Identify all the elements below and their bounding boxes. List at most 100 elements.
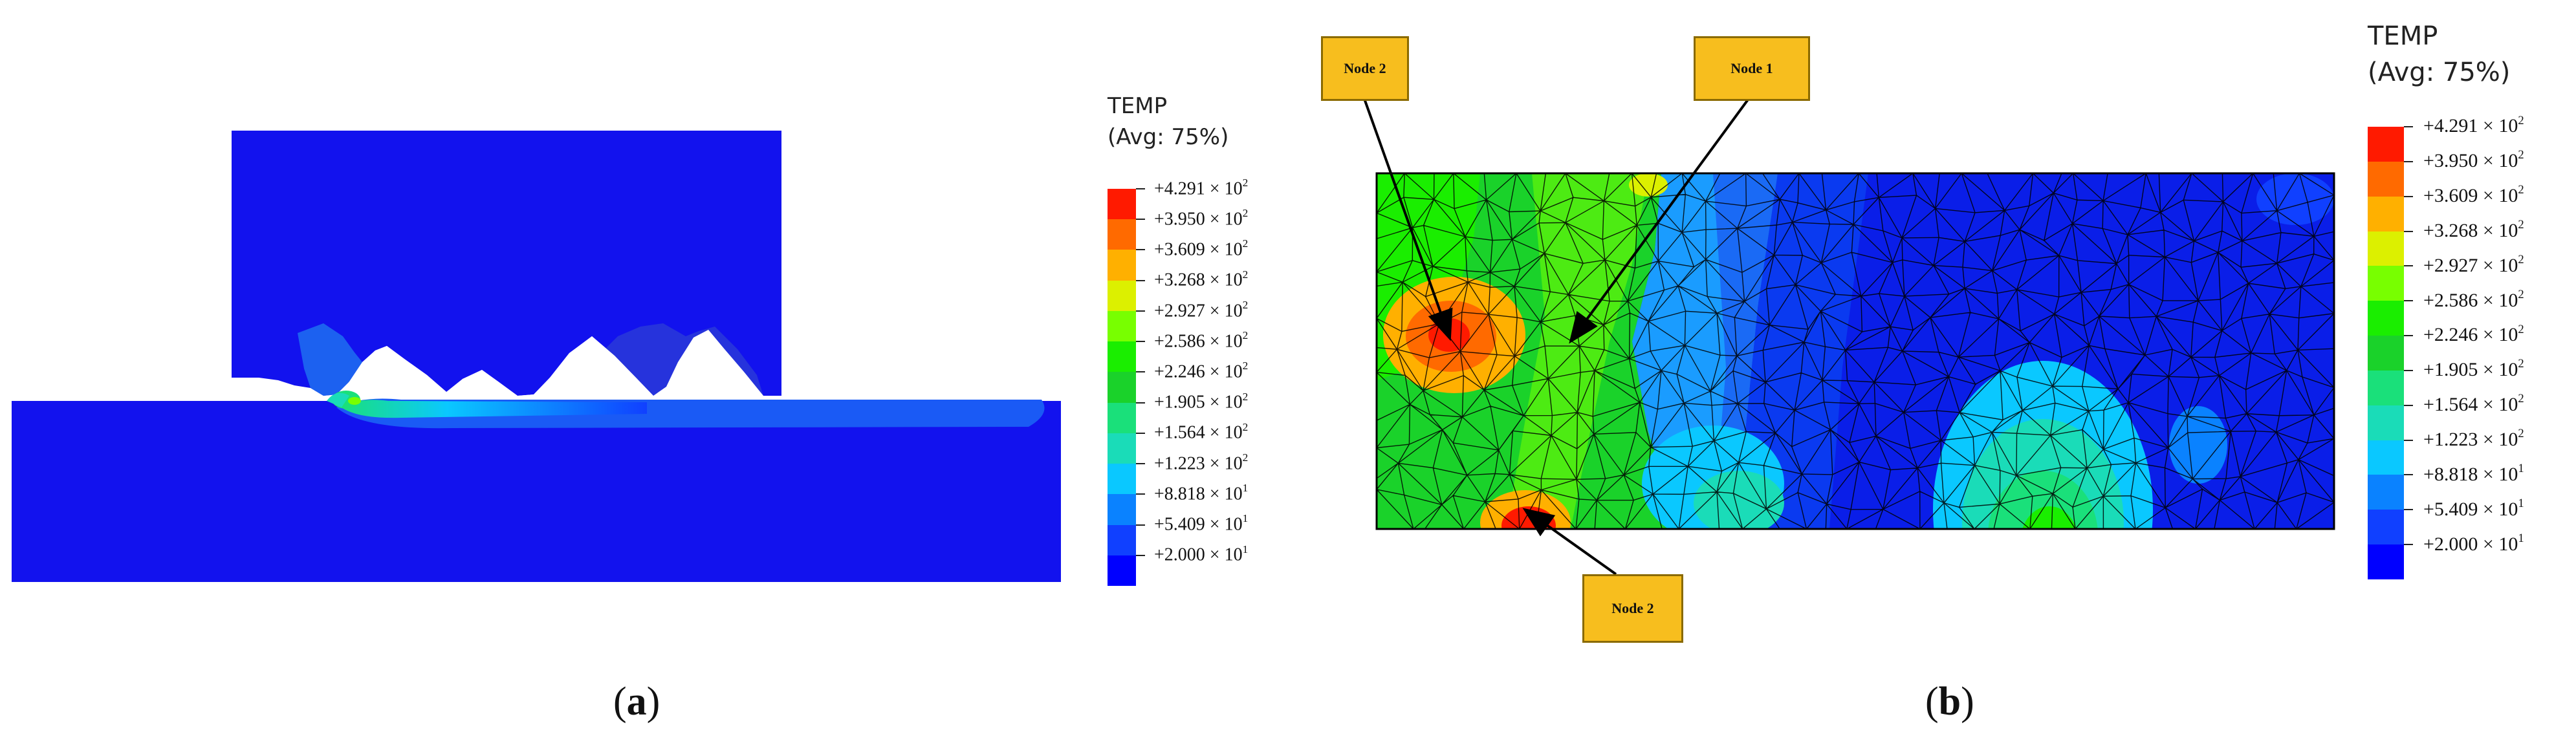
legend-tick-label: +3.609 × 102 — [2423, 183, 2524, 207]
legend-tick-exponent: 1 — [1242, 512, 1249, 525]
legend-b-ticks: +4.291 × 102 +3.950 × 102 +3.609 × 102 +3.2… — [2368, 0, 2576, 621]
legend-tick-label: +5.409 × 101 — [1154, 512, 1249, 535]
legend-tick-label: +2.246 × 102 — [2423, 323, 2524, 346]
legend-tick-line — [2404, 160, 2413, 162]
legend-tick-exponent: 2 — [1242, 420, 1249, 433]
legend-b-colorbar — [2368, 127, 2404, 580]
legend-b: TEMP (Avg: 75%) +4.291 × 102 +3.950 × 102… — [2368, 0, 2576, 621]
legend-swatch — [1108, 341, 1136, 372]
legend-tick-label: +3.268 × 102 — [1154, 268, 1249, 290]
legend-tick-line — [1136, 432, 1145, 434]
legend-tick-line — [2404, 265, 2413, 267]
legend-tick-line — [2404, 474, 2413, 476]
legend-swatch — [1108, 280, 1136, 312]
legend-tick-exponent: 1 — [2518, 531, 2524, 545]
legend-a-ticks: +4.291 × 102 +3.950 × 102 +3.609 × 102 +3.2… — [1108, 0, 1302, 621]
legend-tick-mantissa: +2.586 × 10 — [2423, 289, 2518, 311]
legend-tick-exponent: 2 — [1242, 237, 1249, 250]
legend-tick-mantissa: +2.586 × 10 — [1154, 331, 1243, 352]
legend-tick-mantissa: +2.246 × 10 — [1154, 361, 1243, 382]
leader-node2-bottom — [1522, 508, 1617, 576]
legend-tick-exponent: 2 — [2518, 357, 2524, 371]
legend-tick-exponent: 2 — [1242, 329, 1249, 342]
legend-tick-exponent: 2 — [2518, 183, 2524, 197]
legend-swatch — [2368, 336, 2404, 371]
legend-swatch — [2368, 266, 2404, 301]
legend-swatch — [1108, 524, 1136, 556]
legend-tick-line — [1136, 219, 1145, 221]
legend-tick-mantissa: +5.409 × 10 — [2423, 498, 2518, 520]
legend-tick-label: +8.818 × 101 — [2423, 462, 2524, 486]
legend-swatch — [1108, 464, 1136, 495]
legend-swatch — [1108, 555, 1136, 587]
legend-tick-mantissa: +3.950 × 10 — [2423, 150, 2518, 172]
legend-tick-line — [1136, 310, 1145, 312]
legend-tick-label: +2.246 × 102 — [1154, 360, 1249, 382]
legend-swatch — [2368, 370, 2404, 406]
legend-tick-mantissa: +8.818 × 10 — [2423, 463, 2518, 485]
legend-tick-line — [1136, 463, 1145, 465]
caption-b-letter: b — [1938, 680, 1961, 724]
legend-swatch — [2368, 405, 2404, 441]
legend-tick-exponent: 2 — [2518, 148, 2524, 162]
legend-tick-exponent: 2 — [2518, 322, 2524, 336]
legend-tick-line — [2404, 509, 2413, 511]
caption-b: (b) — [1925, 680, 1974, 724]
legend-tick-label: +5.409 × 101 — [2423, 496, 2524, 521]
leader-node1 — [1569, 96, 1751, 344]
legend-tick-mantissa: +1.905 × 10 — [1154, 392, 1243, 413]
legend-tick-label: +1.905 × 102 — [2423, 357, 2524, 381]
legend-tick-exponent: 2 — [2518, 392, 2524, 406]
legend-tick-label: +3.950 × 102 — [1154, 207, 1248, 230]
legend-swatch — [2368, 301, 2404, 336]
legend-tick-mantissa: +3.609 × 10 — [1154, 239, 1243, 260]
legend-swatch — [2368, 440, 2404, 475]
legend-tick-line — [2404, 230, 2413, 232]
legend-b-title-line2: (Avg: 75%) — [2368, 58, 2511, 87]
legend-tick-label: +8.818 × 101 — [1154, 482, 1248, 504]
legend-swatch — [2368, 475, 2404, 510]
legend-swatch — [2368, 544, 2404, 580]
legend-tick-exponent: 2 — [1242, 360, 1249, 372]
legend-tick-mantissa: +1.223 × 10 — [2423, 429, 2518, 450]
legend-tick-mantissa: +4.291 × 10 — [1154, 178, 1243, 199]
legend-swatch — [1108, 310, 1136, 342]
legend-a-title: TEMP (Avg: 75%) — [1108, 91, 1228, 153]
legend-swatch — [2368, 161, 2404, 197]
legend-tick-mantissa: +8.818 × 10 — [1154, 484, 1243, 504]
legend-tick-label: +1.223 × 102 — [1154, 451, 1248, 474]
legend-tick-line — [1136, 554, 1145, 556]
legend-tick-mantissa: +1.223 × 10 — [1154, 453, 1243, 474]
legend-swatch — [2368, 231, 2404, 266]
legend-tick-line — [1136, 279, 1145, 281]
legend-tick-label: +4.291 × 102 — [2423, 114, 2524, 137]
legend-tick-label: +4.291 × 102 — [1154, 177, 1248, 199]
legend-tick-mantissa: +3.268 × 10 — [2423, 219, 2518, 241]
legend-tick-mantissa: +2.000 × 10 — [1154, 544, 1243, 565]
legend-tick-line — [2404, 369, 2413, 371]
legend-tick-label: +2.927 × 102 — [1154, 299, 1248, 321]
legend-tick-mantissa: +1.564 × 10 — [2423, 394, 2518, 416]
legend-swatch — [2368, 196, 2404, 232]
legend-tick-exponent: 2 — [1242, 268, 1249, 281]
legend-tick-mantissa: +2.000 × 10 — [2423, 533, 2518, 555]
legend-tick-line — [2404, 335, 2413, 337]
legend-tick-exponent: 2 — [2518, 287, 2524, 301]
legend-tick-line — [1136, 493, 1145, 495]
caption-a-letter: a — [626, 680, 647, 724]
legend-tick-exponent: 2 — [2518, 252, 2524, 266]
legend-tick-label: +1.905 × 102 — [1154, 391, 1248, 413]
legend-tick-exponent: 2 — [2518, 218, 2524, 232]
legend-tick-label: +1.564 × 102 — [2423, 392, 2524, 416]
legend-tick-line — [1136, 249, 1145, 251]
legend-a-title-line1: TEMP — [1108, 93, 1168, 119]
legend-swatch — [2368, 127, 2404, 162]
mesh-grid — [1377, 173, 2334, 529]
workpiece — [12, 401, 1061, 582]
legend-tick-mantissa: +2.246 × 10 — [2423, 324, 2518, 346]
legend-tick-mantissa: +5.409 × 10 — [1154, 514, 1243, 535]
legend-tick-mantissa: +1.564 × 10 — [1154, 422, 1243, 443]
legend-tick-line — [1136, 188, 1145, 189]
callout-node1: Node 1 — [1694, 36, 1810, 101]
legend-tick-exponent: 1 — [2518, 496, 2524, 510]
